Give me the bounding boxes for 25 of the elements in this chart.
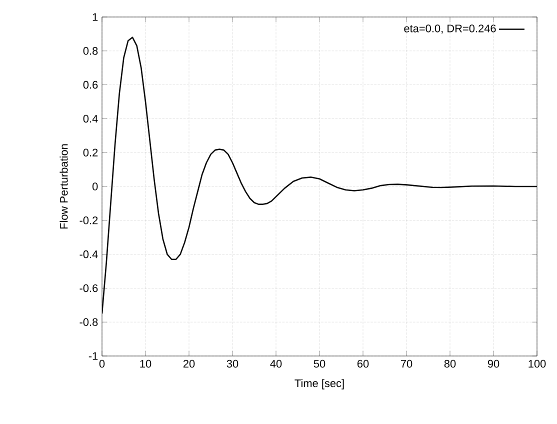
x-axis-title: Time [sec] xyxy=(294,379,344,390)
y-tick-label: -0.6 xyxy=(80,284,98,292)
x-tick-label: 0 xyxy=(99,360,105,368)
y-tick-label: 0.6 xyxy=(83,80,98,89)
y-tick-label: 0.2 xyxy=(83,148,98,156)
legend-label: eta=0.0, DR=0.246 xyxy=(404,24,496,34)
y-tick-label: -0.8 xyxy=(80,318,98,326)
x-tick-label: 50 xyxy=(314,360,326,368)
x-tick-label: 70 xyxy=(400,360,412,368)
y-tick-label: -1 xyxy=(88,352,98,360)
x-tick-label: 10 xyxy=(140,360,152,368)
y-tick-label: 1 xyxy=(92,13,98,21)
y-tick-label: 0.8 xyxy=(83,47,98,55)
x-tick-label: 80 xyxy=(444,360,456,368)
x-tick-label: 30 xyxy=(226,360,238,368)
x-tick-label: 60 xyxy=(357,360,369,368)
y-tick-label: -0.4 xyxy=(80,250,98,258)
y-tick-label: -0.2 xyxy=(80,216,98,224)
y-axis-title: Flow Perturbation xyxy=(60,144,68,229)
x-tick-label: 40 xyxy=(270,360,282,368)
x-tick-label: 90 xyxy=(488,360,500,368)
y-tick-label: 0.4 xyxy=(83,114,98,123)
x-tick-label: 100 xyxy=(528,360,546,368)
y-tick-label: 0 xyxy=(92,182,98,190)
x-tick-label: 20 xyxy=(183,360,195,368)
